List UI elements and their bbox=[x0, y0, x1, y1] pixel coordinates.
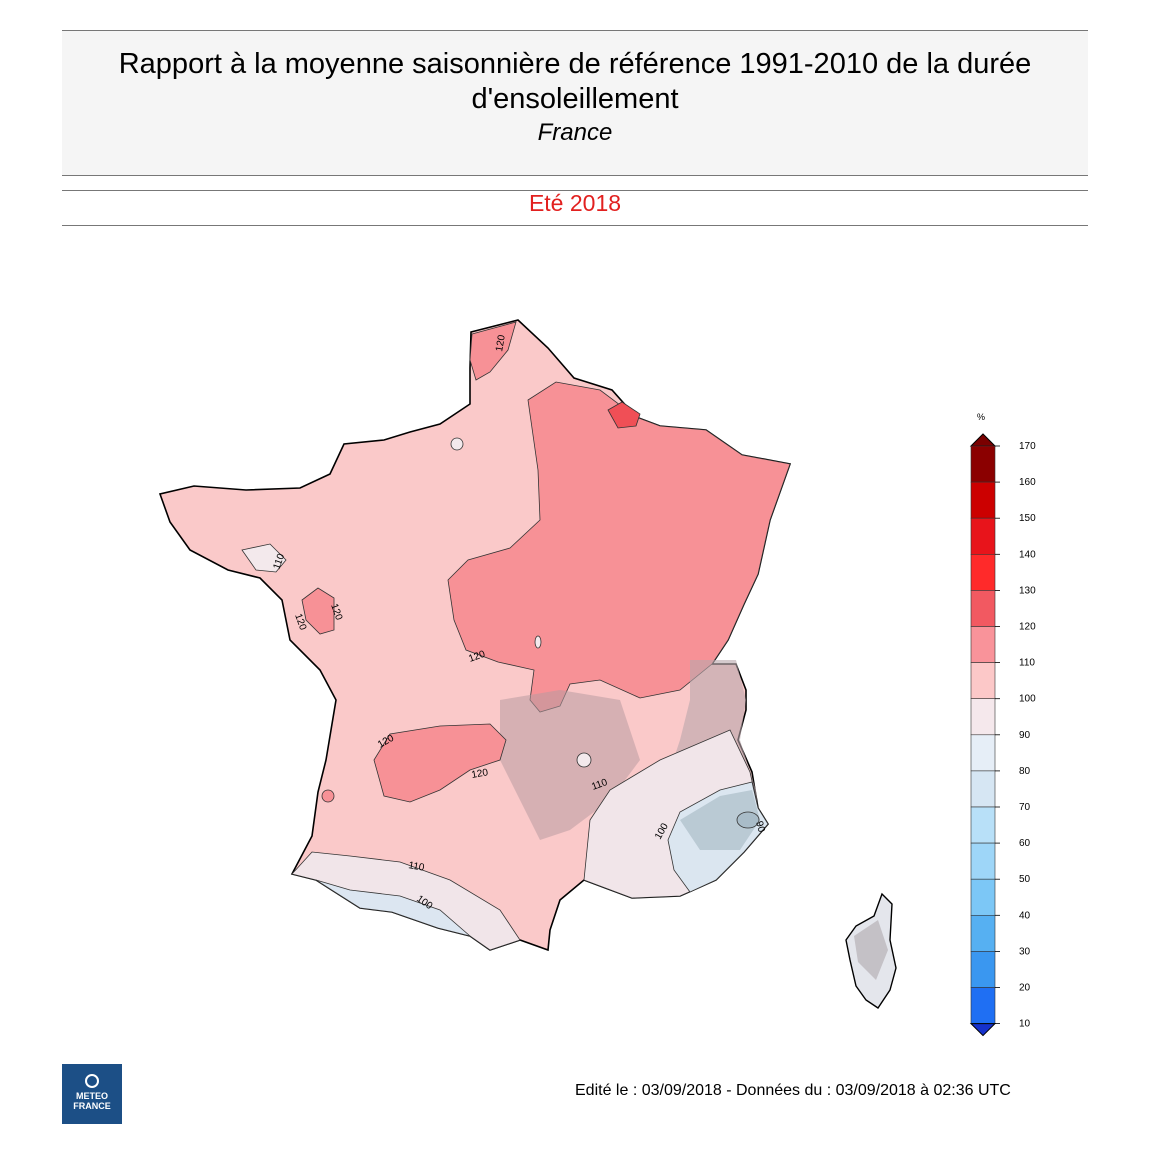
logo-line2: FRANCE bbox=[73, 1101, 111, 1111]
corsica-relief bbox=[854, 920, 888, 980]
spot-gironde bbox=[321, 789, 335, 803]
legend-swatch bbox=[970, 481, 996, 519]
logo-line1: METEO bbox=[75, 1091, 108, 1101]
spot-paris bbox=[450, 437, 464, 451]
zone-southwest bbox=[373, 723, 507, 803]
zone-vendee bbox=[301, 587, 335, 635]
zone-northeast bbox=[447, 381, 791, 713]
legend-swatch bbox=[970, 517, 996, 555]
legend-swatch bbox=[970, 698, 996, 736]
zone-pyrenees-low bbox=[315, 879, 471, 937]
legend-label: 160 bbox=[1019, 477, 1036, 488]
contour-label: 90 bbox=[753, 820, 767, 834]
divider-top bbox=[62, 190, 1088, 191]
divider-bottom bbox=[62, 225, 1088, 226]
legend-swatch bbox=[970, 951, 996, 988]
legend-swatch bbox=[970, 590, 996, 627]
legend-swatch bbox=[970, 553, 996, 591]
title-panel: Rapport à la moyenne saisonnière de réfé… bbox=[62, 30, 1088, 176]
season-label: Eté 2018 bbox=[528, 190, 622, 216]
legend-colorbar: 170 160 150 140 130 120 110 100 90 80 70 60 50 40 30 20… bbox=[969, 433, 1036, 1037]
legend-label: 130 bbox=[1019, 585, 1036, 596]
meteo-france-logo: METEO FRANCE bbox=[62, 1064, 122, 1124]
logo-icon bbox=[85, 1074, 99, 1088]
contour-label: 120 bbox=[471, 767, 490, 781]
zone-brittany bbox=[241, 543, 287, 573]
legend-swatch bbox=[970, 734, 996, 772]
spot-center bbox=[534, 635, 542, 649]
legend-label: 20 bbox=[1019, 983, 1031, 994]
legend-swatch bbox=[970, 662, 996, 699]
zone-north-coast bbox=[469, 321, 517, 381]
legend-label: 60 bbox=[1019, 838, 1031, 849]
legend-swatch bbox=[970, 445, 996, 483]
region-label: France bbox=[537, 119, 613, 146]
spot-alps-90 bbox=[736, 811, 760, 829]
legend-unit: % bbox=[977, 412, 986, 422]
legend-swatch bbox=[970, 806, 996, 844]
legend-swatch bbox=[970, 914, 996, 952]
legend-label: 70 bbox=[1019, 802, 1031, 813]
legend-bottom-cap bbox=[969, 1023, 997, 1037]
contour-label: 110 bbox=[590, 777, 609, 793]
legend-label: 100 bbox=[1019, 694, 1036, 705]
zone-ardennes bbox=[607, 401, 641, 429]
legend-label: 30 bbox=[1019, 946, 1031, 957]
map-title: Rapport à la moyenne saisonnière de réfé… bbox=[118, 48, 1032, 115]
legend-label: 80 bbox=[1019, 766, 1031, 777]
legend-label: 110 bbox=[1019, 658, 1035, 669]
legend-label: 90 bbox=[1019, 730, 1031, 741]
legend-label: 140 bbox=[1019, 549, 1036, 560]
legend-label: 40 bbox=[1019, 910, 1031, 921]
legend-label: 10 bbox=[1019, 1019, 1031, 1030]
contour-label: 120 bbox=[494, 334, 508, 353]
legend-label: 50 bbox=[1019, 874, 1031, 885]
legend-swatch bbox=[970, 842, 996, 880]
legend-swatch bbox=[970, 987, 996, 1024]
contour-label: 110 bbox=[407, 860, 425, 874]
legend-top-cap bbox=[969, 433, 997, 447]
relief-provence bbox=[680, 790, 760, 850]
spot-auvergne bbox=[576, 752, 592, 768]
legend-swatch bbox=[970, 626, 996, 663]
legend-label: 150 bbox=[1019, 513, 1036, 524]
legend-label: 120 bbox=[1019, 622, 1036, 633]
legend-swatch bbox=[970, 770, 996, 808]
legend-label: 170 bbox=[1019, 441, 1036, 452]
contour-label: 110 bbox=[271, 552, 287, 571]
legend-swatch bbox=[970, 878, 996, 916]
edit-note: Edité le : 03/09/2018 - Données du : 03/… bbox=[575, 1082, 1011, 1099]
